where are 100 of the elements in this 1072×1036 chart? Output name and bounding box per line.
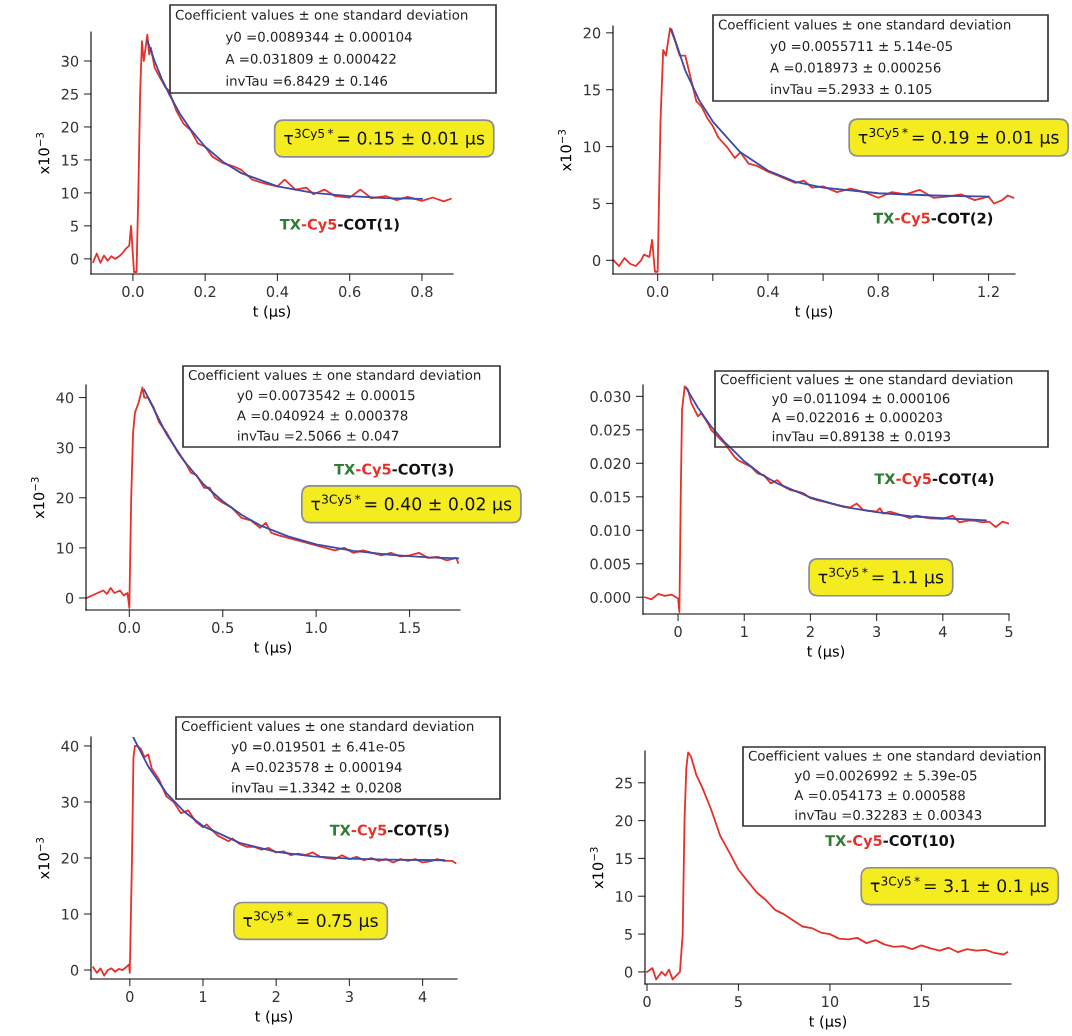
x-axis-title: t (μs) — [807, 645, 845, 660]
y-tick-label: 0 — [592, 255, 601, 267]
y-tick-label: 15 — [62, 154, 78, 166]
annotation: y0 =0.0089344 ± 0.000104 — [225, 31, 412, 45]
text: Coefficient values ± one standard deviation — [181, 720, 474, 732]
annotation: Coefficient values ± one standard deviation — [748, 750, 1041, 761]
x-axis-title: t (μs) — [809, 1015, 847, 1030]
annotation: y0 =0.0026992 ± 5.39e-05 — [794, 770, 977, 784]
x-tick-label: 0 — [674, 626, 682, 638]
annotation: TX-Cy5-COT(3) — [334, 463, 454, 478]
x-tick-label: 2 — [806, 626, 814, 637]
x-tick-label: 4 — [938, 626, 947, 637]
y-tick-label: 15 — [584, 84, 600, 96]
y-tick-label: 0.005 — [590, 558, 630, 570]
annotation: invTau =5.2933 ± 0.105 — [771, 83, 932, 95]
x-tick-label: 0.4 — [266, 286, 289, 298]
x-tick-label: 0 — [126, 991, 134, 1003]
annotation: invTau =6.8429 ± 0.146 — [226, 75, 388, 86]
y-tick-label: 20 — [56, 492, 74, 504]
annotation: A =0.022016 ± 0.000203 — [771, 412, 942, 423]
text: Coefficient values ± one standard deviation — [188, 369, 481, 380]
annotation: TX-Cy5-COT(5) — [329, 824, 449, 839]
annotation: y0 =0.019501 ± 6.41e-05 — [231, 741, 405, 755]
y-tick-label: 20 — [583, 27, 601, 39]
annotation: τ$^{3Cy5*}$= 1.1 μs — [818, 567, 944, 587]
y-tick-label: 10 — [62, 187, 79, 199]
y-axis-title: x10$^{−3}$ — [36, 837, 50, 880]
y-axis-title: x10$^{−3}$ — [31, 477, 45, 519]
y-axis-title: x10$^{−3}$ — [590, 847, 604, 889]
annotation: τ$^{3Cy5*}$= 0.40 ± 0.02 μs — [311, 494, 512, 514]
annotation: invTau =2.5066 ± 0.047 — [238, 430, 399, 441]
annotation: A =0.031809 ± 0.000422 — [225, 53, 396, 64]
x-tick-label: 5 — [734, 996, 742, 1008]
annotation: invTau =1.3342 ± 0.0208 — [232, 782, 402, 793]
x-tick-label: 0.8 — [411, 286, 433, 298]
y-tick-label: 40 — [61, 740, 79, 752]
y-tick-label: 25 — [61, 88, 78, 100]
y-tick-label: 10 — [62, 908, 79, 920]
annotation: y0 =0.0073542 ± 0.00015 — [237, 390, 415, 403]
annotation: y0 =0.011094 ± 0.000106 — [772, 393, 950, 406]
x-axis-title: t (μs) — [253, 305, 291, 320]
y-tick-label: 5 — [625, 928, 632, 940]
x-axis-title: t (μs) — [254, 641, 292, 656]
x-tick-label: 0.4 — [757, 286, 779, 298]
y-tick-label: 40 — [56, 392, 74, 404]
x-tick-label: 3 — [345, 991, 353, 1003]
text: Coefficient values ± one standard deviation — [720, 374, 1013, 385]
y-tick-label: 30 — [61, 796, 79, 808]
x-tick-label: 0.6 — [339, 286, 361, 298]
annotation: A =0.054173 ± 0.000588 — [794, 790, 965, 801]
annotation: A =0.023578 ± 0.000194 — [231, 762, 402, 773]
annotation: y0 =0.0055711 ± 5.14e-05 — [770, 41, 952, 54]
y-tick-label: 0.020 — [590, 458, 631, 470]
y-tick-label: 0 — [70, 253, 79, 265]
x-tick-label: 0 — [643, 996, 651, 1008]
x-tick-label: 15 — [913, 996, 930, 1008]
y-tick-label: 0.000 — [590, 591, 631, 604]
y-tick-label: 30 — [61, 55, 79, 67]
x-tick-label: 2 — [272, 991, 280, 1002]
y-tick-label: 0.030 — [590, 391, 631, 403]
text: Coefficient values ± one standard deviation — [175, 9, 468, 20]
annotation: invTau =0.32283 ± 0.00343 — [795, 809, 982, 820]
y-tick-label: 0.010 — [590, 525, 631, 537]
y-tick-label: 0 — [70, 964, 79, 976]
x-tick-label: 0.2 — [194, 286, 216, 298]
annotation: τ$^{3Cy5*}$= 0.75 μs — [243, 911, 378, 931]
y-axis-title: x10$^{−3}$ — [558, 129, 572, 172]
line-series — [644, 385, 1009, 613]
x-tick-label: 5 — [1005, 626, 1013, 638]
annotation: τ$^{3Cy5*}$= 0.15 ± 0.01 μs — [284, 128, 485, 149]
y-tick-label: 30 — [56, 442, 74, 454]
annotation: TX-Cy5-COT(10) — [825, 834, 955, 849]
y-tick-label: 0.025 — [590, 424, 630, 436]
y-tick-label: 15 — [616, 853, 632, 865]
x-tick-label: 0.5 — [212, 622, 234, 634]
line-series — [670, 28, 990, 198]
annotation: TX-Cy5-COT(1) — [279, 218, 399, 233]
y-tick-label: 10 — [57, 542, 74, 554]
x-axis-title: t (μs) — [255, 1010, 293, 1025]
x-tick-label: 0.0 — [647, 286, 669, 298]
annotation: A =0.040924 ± 0.000378 — [236, 410, 408, 421]
y-tick-label: 0.015 — [590, 491, 630, 503]
x-tick-label: 1.0 — [306, 622, 327, 634]
y-tick-label: 10 — [584, 141, 601, 153]
y-tick-label: 20 — [61, 121, 79, 133]
x-tick-label: 0.8 — [867, 286, 889, 298]
annotation: invTau =0.89138 ± 0.0193 — [772, 431, 950, 442]
x-tick-label: 10 — [822, 996, 839, 1008]
y-tick-label: 0 — [65, 592, 74, 604]
x-tick-label: 1.5 — [399, 622, 420, 634]
annotation: TX-Cy5-COT(2) — [873, 212, 993, 227]
x-tick-label: 1.2 — [978, 286, 999, 297]
x-tick-label: 1 — [741, 626, 748, 637]
annotation: A =0.018973 ± 0.000256 — [770, 62, 941, 73]
y-tick-label: 5 — [71, 220, 78, 232]
annotation: τ$^{3Cy5*}$= 3.1 ± 0.1 μs — [870, 876, 1049, 896]
y-tick-label: 20 — [61, 852, 79, 864]
y-axis-title: x10$^{−3}$ — [36, 132, 50, 175]
x-tick-label: 0.0 — [118, 622, 140, 634]
y-tick-label: 10 — [616, 890, 633, 902]
